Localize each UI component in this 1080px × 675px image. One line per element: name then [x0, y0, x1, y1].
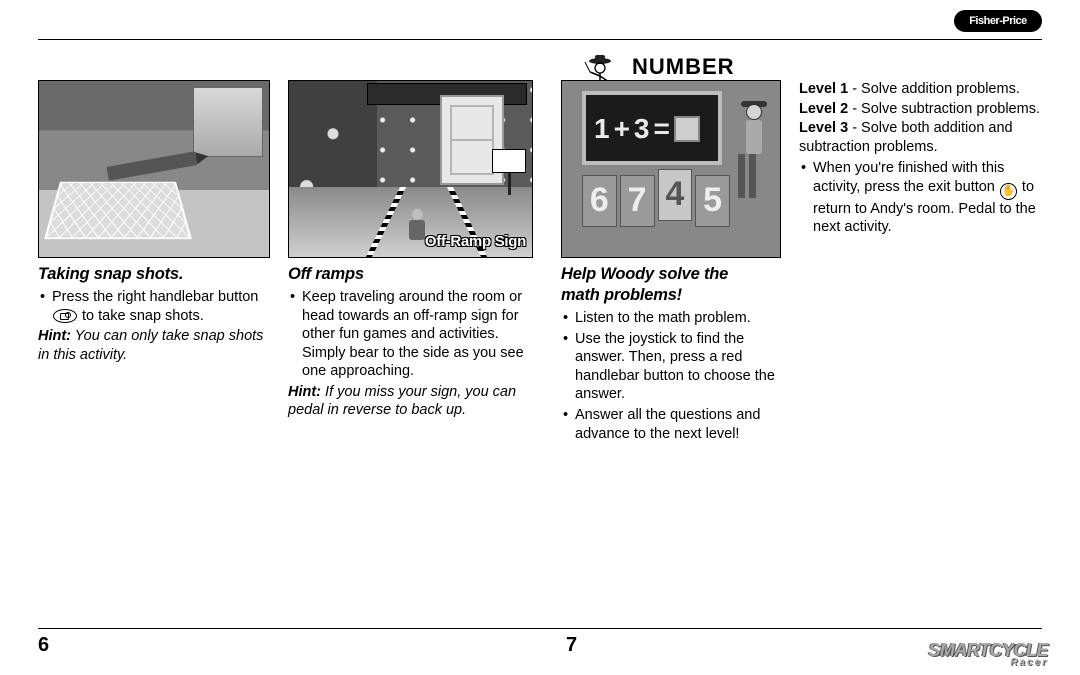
content-columns: Taking snap shots. Press the right handl… [38, 10, 1042, 445]
screenshot-snapshots [38, 80, 270, 258]
equation: 1+3= [594, 111, 700, 147]
hint-offramps: Hint: If you miss your sign, you can ped… [288, 383, 533, 420]
title-line1: Number [632, 55, 735, 78]
woody-character [734, 101, 776, 211]
exit-hand-icon: ✋ [1000, 183, 1017, 200]
column-levels: Level 1 - Solve addition problems. Level… [799, 80, 1042, 445]
subhead-offramps: Off ramps [288, 264, 533, 285]
subhead-snapshots: Taking snap shots. [38, 264, 270, 285]
level-2: Level 2 - Solve subtraction problems. [799, 100, 1042, 119]
hint-snapshots: Hint: You can only take snap shots in th… [38, 327, 270, 364]
callout-offramp: Off-Ramp Sign [425, 232, 526, 251]
bottom-rule [38, 628, 1042, 629]
offramp-sign [492, 149, 526, 195]
camera-button-icon [53, 309, 77, 323]
subhead-math: Help Woody solve the math problems! [561, 264, 781, 306]
page-number-right: 7 [566, 634, 577, 657]
bullet-math-1: Listen to the math problem. [561, 309, 781, 328]
brand-logo-top: Fisher-Price [954, 10, 1042, 32]
manual-spread: Fisher-Price Number Fishing [0, 0, 1080, 675]
brand-logo-bottom: SMARTCYCLE Racer [928, 643, 1048, 667]
column-offramps: Off-Ramp Sign Off ramps Keep traveling a… [288, 80, 533, 445]
screenshot-math: 1+3= 6 7 4 5 [561, 80, 781, 258]
level-1: Level 1 - Solve addition problems. [799, 80, 1042, 99]
screenshot-offramps: Off-Ramp Sign [288, 80, 533, 258]
bullet-offramps: Keep traveling around the room or head t… [288, 288, 533, 381]
bullet-snapshots: Press the right handlebar button to take… [38, 288, 270, 325]
column-math: 1+3= 6 7 4 5 Help Woody solve the math p… [561, 80, 781, 445]
bullet-math-3: Answer all the questions and advance to … [561, 406, 781, 443]
page-number-left: 6 [38, 634, 49, 657]
level-3: Level 3 - Solve both addition and subtra… [799, 119, 1042, 156]
bullet-exit: When you're finished with this activity,… [799, 159, 1042, 237]
answer-blocks: 6 7 4 5 [582, 173, 730, 227]
column-snapshots: Taking snap shots. Press the right handl… [38, 80, 270, 445]
bullet-math-2: Use the joystick to find the answer. The… [561, 330, 781, 404]
top-rule [38, 39, 1042, 40]
